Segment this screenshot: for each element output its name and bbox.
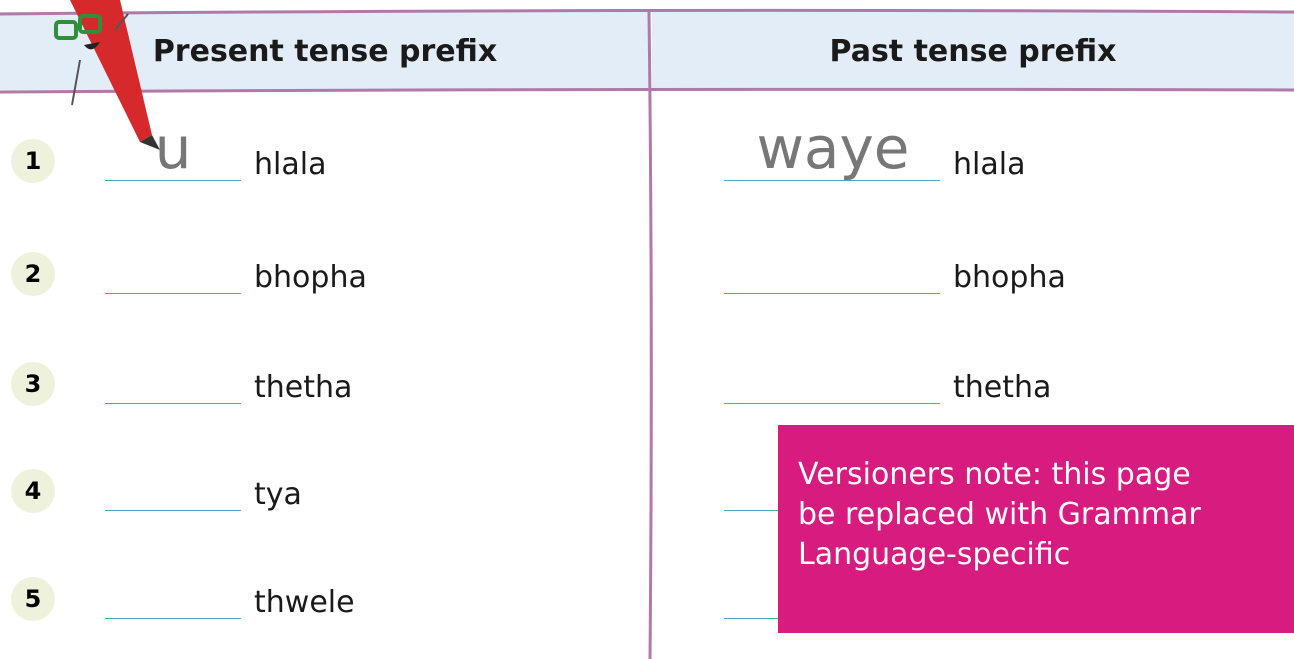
answer-line: [105, 293, 241, 294]
word: thetha: [254, 370, 353, 405]
border: [0, 87, 1294, 94]
word: bhopha: [953, 260, 1066, 295]
row-number: 1: [11, 139, 55, 183]
answer-line: [724, 293, 940, 294]
row-number: 4: [11, 469, 55, 513]
row-number: 5: [11, 577, 55, 621]
example-answer: waye: [756, 114, 910, 182]
pencil-mascot: [54, 0, 160, 150]
row-number: 3: [11, 362, 55, 406]
border: [0, 8, 1294, 16]
note: Versioners note: this page be replaced wi…: [778, 425, 1294, 633]
word: thwele: [254, 585, 355, 620]
word: bhopha: [254, 260, 367, 295]
answer-line: [105, 618, 241, 619]
header-cell: Past tense prefix: [652, 12, 1294, 90]
answer-line: [105, 180, 241, 181]
answer-line: [105, 510, 241, 511]
word: hlala: [953, 147, 1026, 182]
note-line: be replaced with Grammar: [798, 497, 1201, 532]
example-answer: u: [154, 114, 192, 182]
answer-line: [724, 180, 940, 181]
answer-line: [105, 403, 241, 404]
divider: [647, 11, 653, 659]
word: tya: [254, 477, 302, 512]
note-line: Language-specific: [798, 537, 1071, 572]
note-line: Versioners note: this page: [798, 457, 1191, 492]
answer-line: [724, 403, 940, 404]
word: thetha: [953, 370, 1052, 405]
row-number: 2: [11, 252, 55, 296]
word: hlala: [254, 147, 327, 182]
